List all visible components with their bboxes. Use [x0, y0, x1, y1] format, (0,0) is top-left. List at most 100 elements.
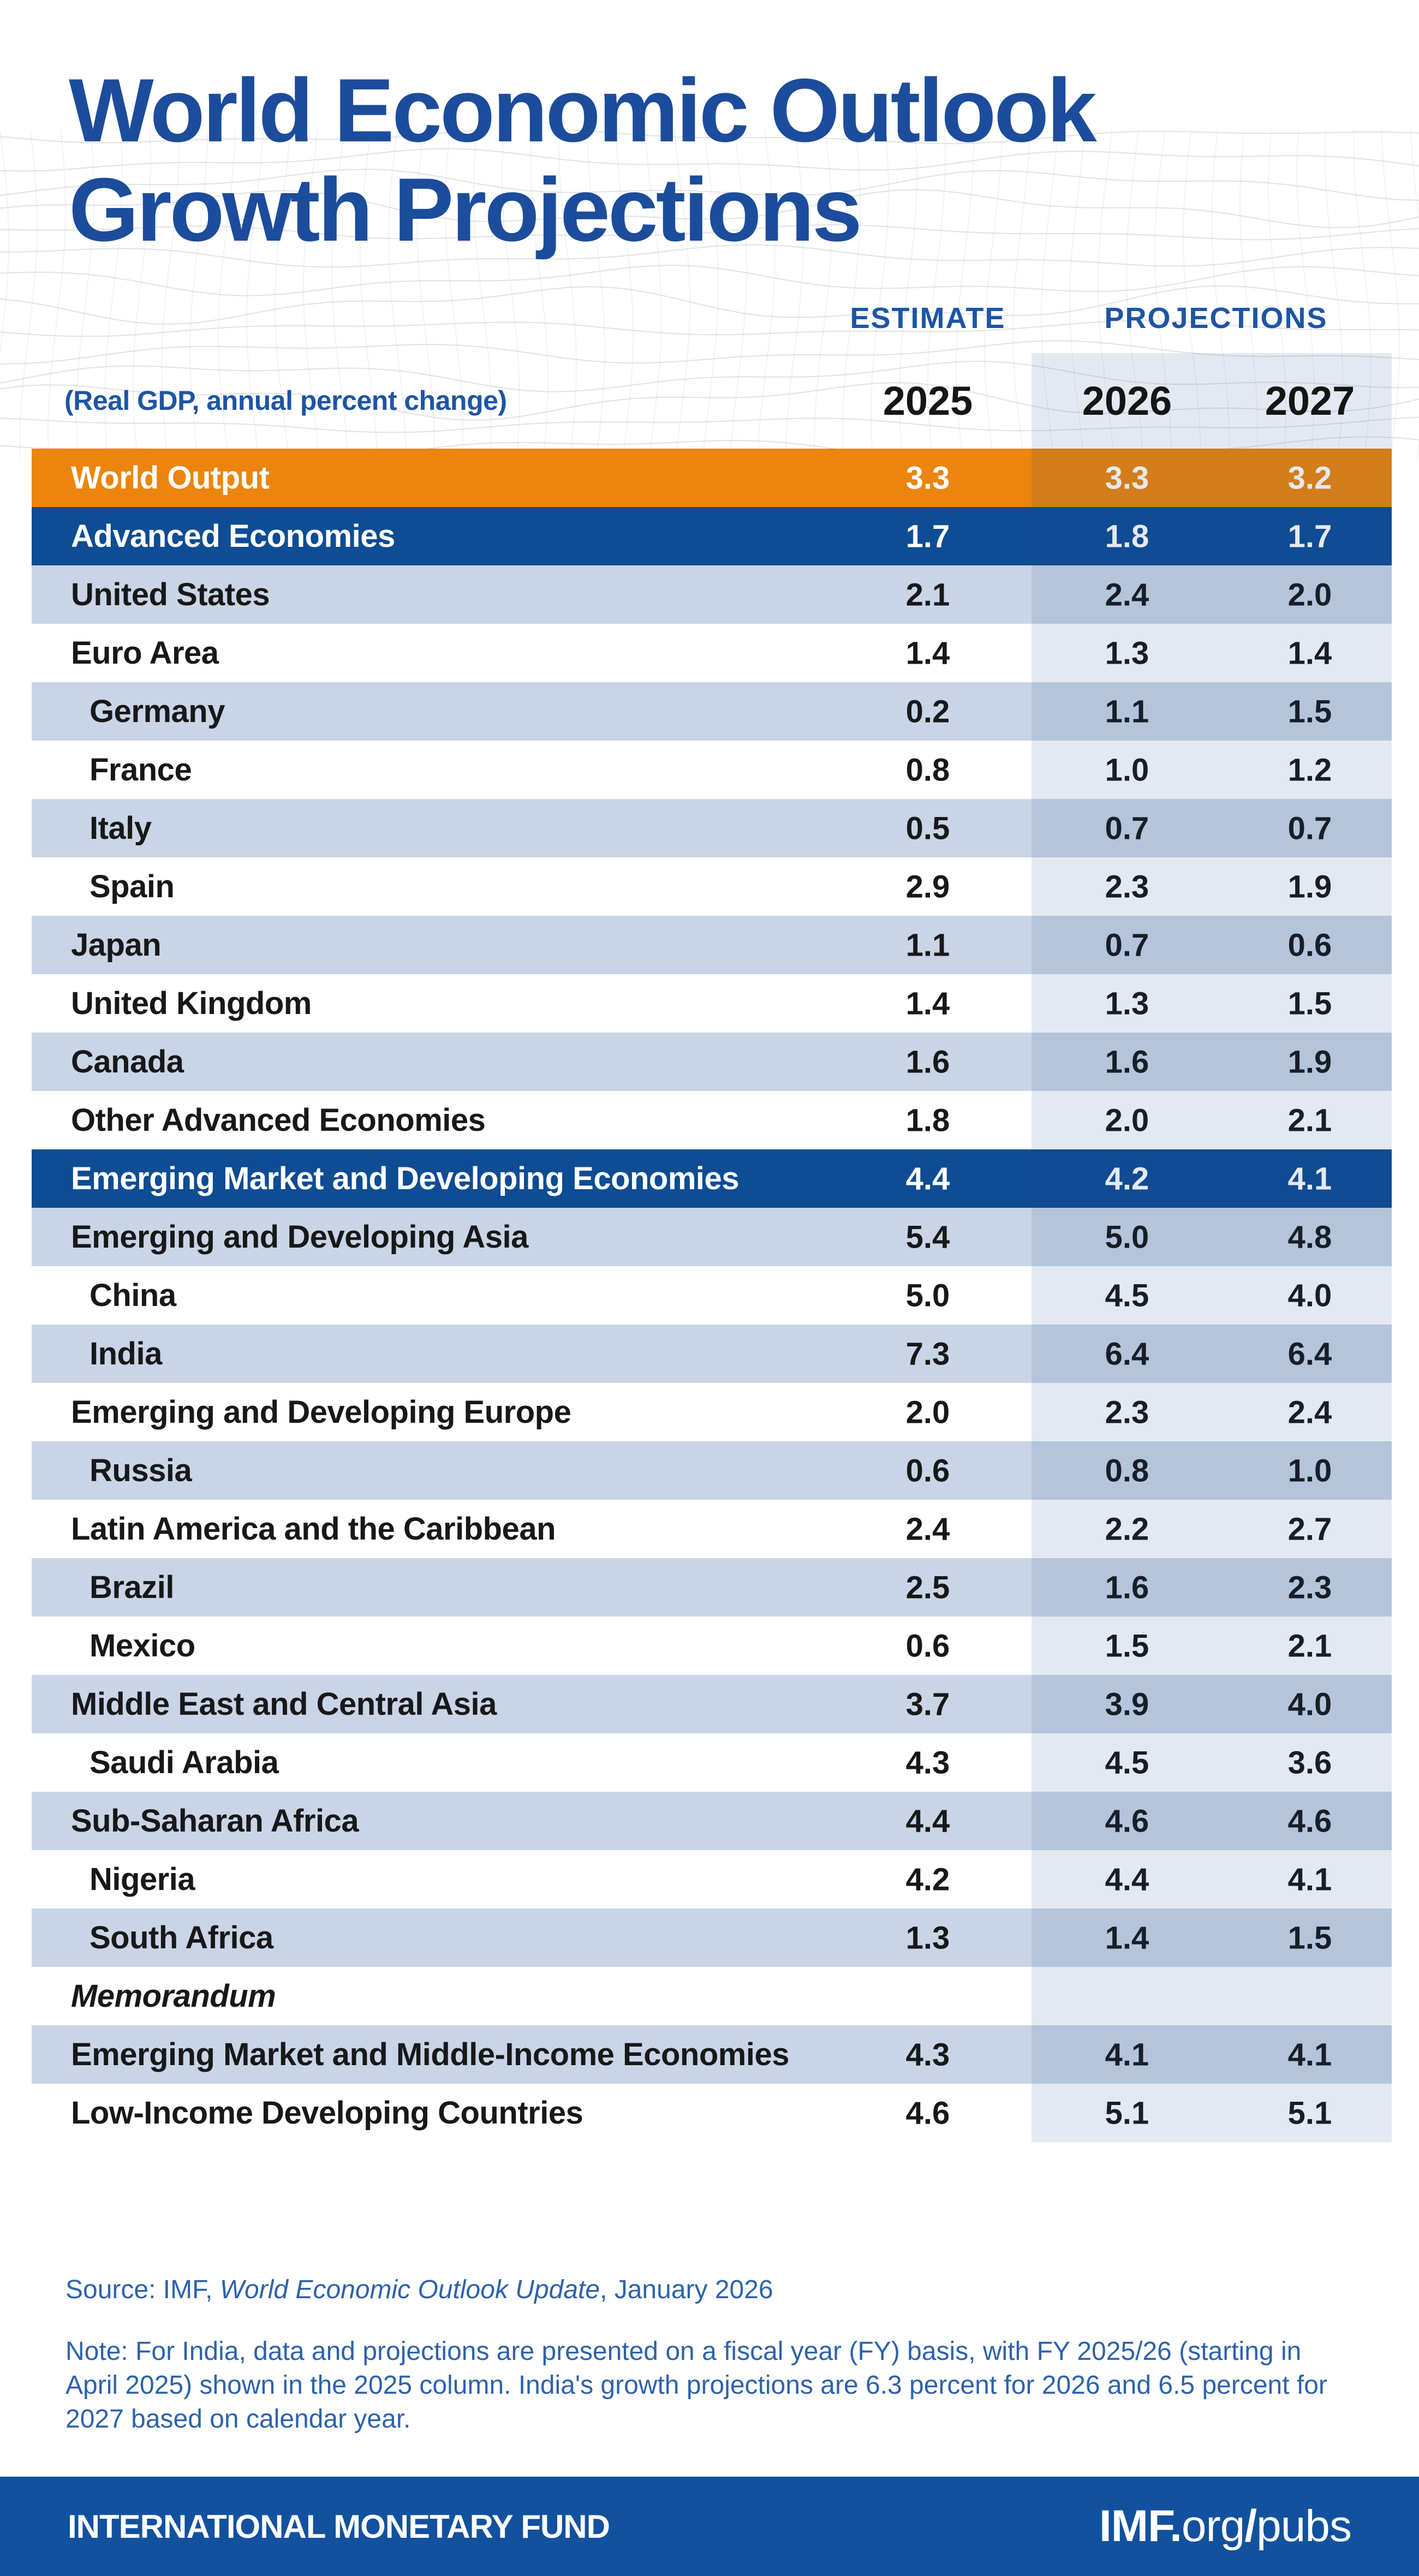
page-title-line2: Growth Projections	[69, 159, 862, 260]
row-label: Nigeria	[90, 1862, 195, 1897]
row-value: 5.0	[1105, 1219, 1149, 1255]
row-label: Low-Income Developing Countries	[71, 2095, 583, 2131]
row-value: 1.6	[1105, 1570, 1149, 1605]
row-value: 2.1	[1287, 1628, 1332, 1663]
row-label: Emerging Market and Middle-Income Econom…	[71, 2037, 789, 2072]
row-value: 2.2	[1105, 1511, 1149, 1547]
row-value: 2.7	[1287, 1511, 1332, 1547]
table-row: Italy 0.5 0.7 0.7	[32, 799, 1392, 857]
projections-highlight-band	[1032, 353, 1392, 2142]
row-value: 2.4	[905, 1511, 950, 1547]
table-row: Nigeria 4.2 4.4 4.1	[32, 1850, 1392, 1909]
table-row: Low-Income Developing Countries 4.6 5.1 5.1	[32, 2084, 1392, 2142]
table-row: World Output 3.3 3.3 3.2	[32, 449, 1392, 507]
row-value: 4.5	[1105, 1278, 1149, 1313]
row-value: 1.6	[905, 1044, 950, 1080]
row-value: 0.2	[905, 694, 950, 729]
table-row: Russia 0.6 0.8 1.0	[32, 1441, 1392, 1500]
table-row: Emerging and Developing Asia 5.4 5.0 4.8	[32, 1208, 1392, 1266]
column-header-2025: 2025	[883, 378, 973, 424]
table-row: China 5.0 4.5 4.0	[32, 1266, 1392, 1325]
row-value: 2.0	[905, 1394, 950, 1430]
row-label: Memorandum	[71, 1978, 276, 2014]
row-value: 1.4	[1105, 1920, 1149, 1955]
table-row: India 7.3 6.4 6.4	[32, 1325, 1392, 1383]
row-value: 4.4	[1105, 1862, 1149, 1897]
footer-url-org: org	[1181, 2501, 1245, 2551]
table-row: Other Advanced Economies 1.8 2.0 2.1	[32, 1091, 1392, 1149]
row-label: India	[90, 1336, 162, 1372]
table-subtitle: (Real GDP, annual percent change)	[64, 385, 507, 416]
row-value: 1.4	[905, 635, 950, 671]
row-label: Russia	[90, 1453, 192, 1488]
row-value: 2.3	[1287, 1570, 1332, 1605]
row-label: Italy	[90, 810, 152, 846]
row-value: 2.4	[1105, 577, 1149, 612]
row-label: Euro Area	[71, 635, 219, 671]
table-row: Latin America and the Caribbean 2.4 2.2 2.7	[32, 1500, 1392, 1558]
row-value: 0.7	[1105, 927, 1149, 963]
row-value: 2.9	[905, 869, 950, 904]
table-row: Emerging Market and Middle-Income Econom…	[32, 2025, 1392, 2084]
footer-organization: INTERNATIONAL MONETARY FUND	[68, 2508, 610, 2545]
table-row: United States 2.1 2.4 2.0	[32, 565, 1392, 624]
row-value: 1.9	[1287, 869, 1332, 904]
row-value: 2.1	[1287, 1102, 1332, 1138]
table-row: Germany 0.2 1.1 1.5	[32, 682, 1392, 741]
row-value: 1.8	[1105, 518, 1149, 554]
row-value: 2.5	[905, 1570, 950, 1605]
row-label: Latin America and the Caribbean	[71, 1511, 556, 1547]
row-value: 5.1	[1287, 2095, 1332, 2131]
table-row: Sub-Saharan Africa 4.4 4.6 4.6	[32, 1792, 1392, 1850]
table-row: Advanced Economies 1.7 1.8 1.7	[32, 507, 1392, 565]
row-label: South Africa	[90, 1920, 273, 1955]
row-value: 1.3	[905, 1920, 950, 1955]
row-value: 4.6	[1287, 1803, 1332, 1839]
row-label: Germany	[90, 694, 225, 729]
row-label: Emerging Market and Developing Economies	[71, 1161, 740, 1196]
table-row: Brazil 2.5 1.6 2.3	[32, 1558, 1392, 1617]
row-value: 4.6	[1105, 1803, 1149, 1839]
row-label: World Output	[71, 460, 270, 496]
column-group-estimate: ESTIMATE	[850, 302, 1006, 335]
row-label: Spain	[90, 869, 175, 904]
row-value: 4.1	[1287, 1862, 1332, 1897]
column-header-2027: 2027	[1265, 378, 1355, 424]
row-label: Emerging and Developing Europe	[71, 1394, 571, 1430]
table-row: Canada 1.6 1.6 1.9	[32, 1033, 1392, 1091]
source-publication: World Economic Outlook Update	[219, 2275, 600, 2304]
footer-url-slash: /	[1244, 2501, 1257, 2551]
row-value: 1.0	[1105, 752, 1149, 788]
table-row: Saudi Arabia 4.3 4.5 3.6	[32, 1733, 1392, 1792]
row-value: 2.4	[1287, 1394, 1332, 1430]
table-row: Mexico 0.6 1.5 2.1	[32, 1617, 1392, 1675]
row-value: 0.8	[1105, 1453, 1149, 1488]
row-value: 4.3	[905, 2037, 950, 2072]
row-label: Brazil	[90, 1570, 174, 1605]
row-value: 0.8	[905, 752, 950, 788]
row-value: 0.6	[905, 1628, 950, 1663]
india-note: Note: For India, data and projections ar…	[65, 2337, 1327, 2434]
row-value: 6.4	[1105, 1336, 1149, 1372]
row-value: 3.2	[1287, 460, 1332, 496]
footer-url-imf: IMF.	[1099, 2501, 1182, 2551]
row-value: 1.7	[905, 518, 950, 554]
row-value: 1.8	[905, 1102, 950, 1138]
row-value: 1.6	[1105, 1044, 1149, 1080]
row-value: 1.2	[1287, 752, 1332, 788]
table-row: Emerging and Developing Europe 2.0 2.3 2.4	[32, 1383, 1392, 1441]
row-value: 1.5	[1105, 1628, 1149, 1663]
row-value: 3.9	[1105, 1686, 1149, 1722]
table-row: Emerging Market and Developing Economies…	[32, 1149, 1392, 1208]
row-value: 4.1	[1287, 2037, 1332, 2072]
row-value: 4.4	[905, 1161, 950, 1196]
source-prefix: Source: IMF,	[65, 2275, 220, 2304]
source-line: Source: IMF, World Economic Outlook Upda…	[65, 2275, 773, 2305]
row-value: 1.0	[1287, 1453, 1332, 1488]
table-row: Japan 1.1 0.7 0.6	[32, 916, 1392, 974]
row-value: 4.0	[1287, 1686, 1332, 1722]
row-value: 1.4	[1287, 635, 1332, 671]
row-value: 1.4	[905, 986, 950, 1021]
footer-url: IMF.org/pubs	[1099, 2501, 1352, 2552]
row-value: 3.7	[905, 1686, 950, 1722]
